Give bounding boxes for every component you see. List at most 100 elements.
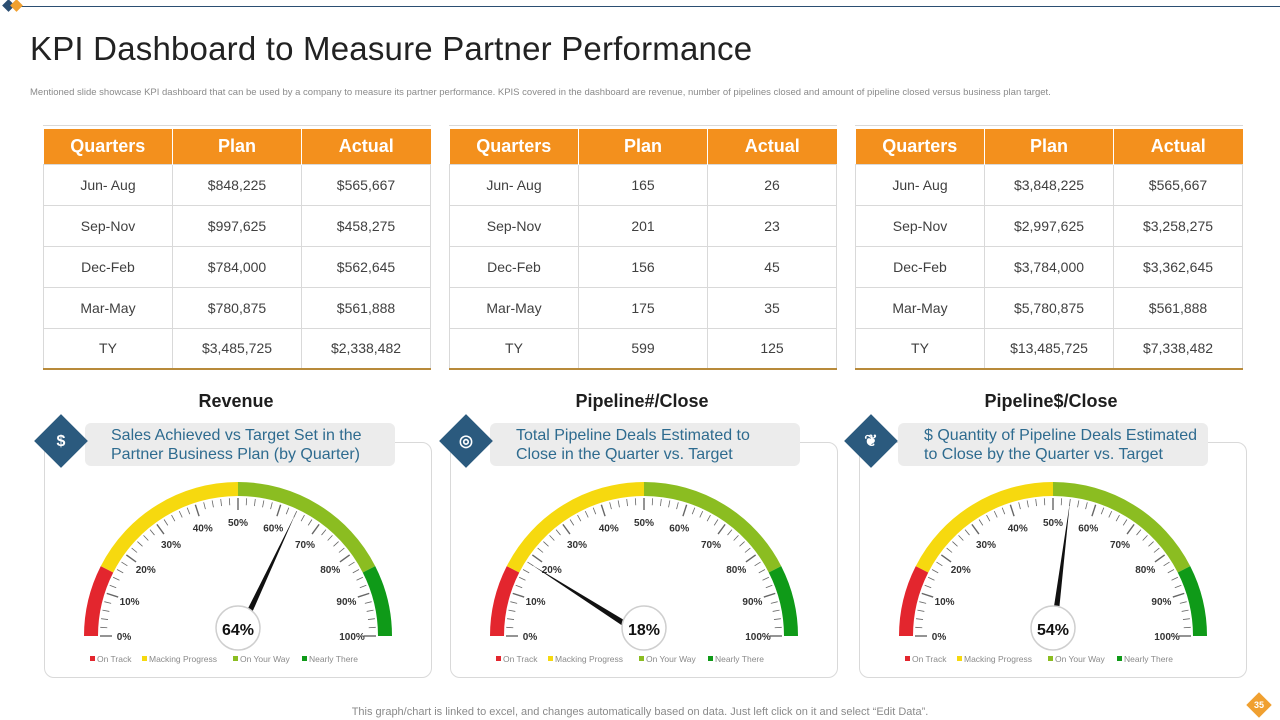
gauge-tick [964, 529, 970, 536]
gauge-tick [763, 592, 776, 598]
callout-line: Sales Achieved vs Target Set in the [111, 427, 362, 444]
legend-label: Macking Progress [149, 654, 217, 664]
gauge-tick [754, 561, 761, 567]
gauge-tick [276, 504, 282, 517]
gauge-tick [1085, 502, 1088, 510]
gauge-tick [1167, 569, 1175, 574]
gauge-tick [270, 502, 273, 510]
gauge-zone [238, 482, 376, 573]
gauge-value-label: 64% [222, 622, 254, 639]
kpi-table-2: Quarters Plan Actual Jun- Aug 165 26 Sep-Nov 20… [449, 127, 837, 370]
table-row: Mar-May $5,780,875 $561,888 [855, 286, 1243, 329]
gauge-zone [100, 482, 238, 573]
gauge-tick [986, 514, 991, 522]
gauge-needle [1052, 503, 1070, 619]
gauge-tick [366, 609, 374, 612]
table-cell: $561,888 [1113, 286, 1243, 329]
gauge-tick-label: 90% [336, 597, 356, 608]
gauge-tick [102, 609, 110, 612]
gauge-zone [768, 566, 798, 636]
gauge-tick [522, 569, 530, 574]
gauge-zone [644, 482, 782, 573]
gauge-tick [285, 507, 290, 515]
gauge-tick [311, 523, 320, 535]
gauge-tick-label: 30% [976, 540, 996, 551]
table-row: Sep-Nov 201 23 [449, 204, 837, 247]
gauge-tick [717, 523, 726, 535]
gauge-tick [609, 502, 612, 510]
section-title: Revenue [198, 391, 274, 411]
gauge-zone [490, 566, 520, 636]
gauge-zone [362, 566, 392, 636]
gauge-tick-label: 50% [1043, 518, 1063, 529]
gauge-tick [762, 576, 770, 581]
gauge-svg: 0% 10% 20% 30% 40% 50% 60% 70% 80% 90% 100% 54% On T… [899, 482, 1207, 664]
table-cell: $848,225 [172, 163, 302, 206]
table-cell: Dec-Feb [855, 245, 985, 288]
gauge-tick-label: 10% [120, 597, 140, 608]
top-rule [14, 6, 1280, 7]
column-header: Actual [301, 127, 431, 164]
gauge-tick [1163, 561, 1170, 567]
gauge-tick [1182, 618, 1190, 620]
gauge-tick [626, 499, 628, 507]
gauge-tick [357, 592, 370, 598]
table-row: Dec-Feb $784,000 $562,645 [43, 245, 431, 288]
table-cell: $784,000 [172, 245, 302, 288]
gauge-tick [1172, 592, 1185, 598]
table-cell: $5,780,875 [984, 286, 1114, 329]
gauge-tick [770, 601, 778, 604]
gauge: 0% 10% 20% 30% 40% 50% 60% 70% 80% 90% 100% 64% On T… [44, 464, 432, 674]
gauge-tick [727, 529, 733, 536]
gauge-tick [549, 535, 555, 541]
gauge-tick [1179, 601, 1187, 604]
table-cell: $997,625 [172, 204, 302, 247]
table-cell: 599 [578, 327, 708, 370]
gauge-tick [518, 576, 526, 581]
gauge-tick [921, 592, 934, 598]
gauge-zone [1053, 482, 1191, 573]
gauge-tick [691, 507, 696, 515]
gauge-tick [1026, 500, 1029, 508]
legend-label: Macking Progress [555, 654, 623, 664]
gauge-tick [510, 601, 518, 604]
gauge-zone [899, 566, 929, 636]
gauge-tick [1171, 576, 1179, 581]
table-cell: TY [449, 327, 579, 370]
table-row: TY 599 125 [449, 327, 837, 370]
gauge-tick-label: 90% [742, 597, 762, 608]
gauge-tick [713, 519, 719, 526]
legend-label: On Track [912, 654, 947, 664]
table-header-row: Quarters Plan Actual [449, 127, 837, 164]
gauge-tick-label: 20% [542, 565, 562, 576]
icon-glyph: $ [56, 433, 66, 450]
gauge-tick-label: 0% [117, 632, 132, 643]
gauge-tick [356, 576, 364, 581]
gauge-tick [1100, 507, 1105, 515]
gauge-callout: Total Pipeline Deals Estimated to Close i… [490, 423, 800, 466]
table-cell: $3,485,725 [172, 327, 302, 370]
gauge-tick [569, 519, 575, 526]
gauge-tick-label: 80% [1135, 565, 1155, 576]
gauge-tick [364, 601, 372, 604]
gauge-tick [1115, 514, 1120, 522]
gauge-tick [333, 541, 339, 547]
column-header: Quarters [855, 127, 985, 164]
gauge-tick [617, 500, 620, 508]
legend-swatch [302, 656, 307, 661]
table-cell: Mar-May [449, 286, 579, 329]
table-cell: $565,667 [301, 163, 431, 206]
gauge-tick-label: 100% [1154, 632, 1180, 643]
gauge-tick-label: 30% [567, 540, 587, 551]
page-number: 35 [1253, 700, 1264, 710]
gauge-tick [940, 554, 952, 563]
gauge-tick [106, 592, 119, 598]
gauge-tick-label: 30% [161, 540, 181, 551]
gauge-tick [765, 584, 773, 589]
gauge-tick [1148, 541, 1154, 547]
legend-label: Nearly There [1124, 654, 1173, 664]
gauge-tick [1035, 499, 1037, 507]
table-cell: 45 [707, 245, 837, 288]
gauge-tick-label: 0% [932, 632, 947, 643]
gauge-tick [1009, 504, 1015, 517]
